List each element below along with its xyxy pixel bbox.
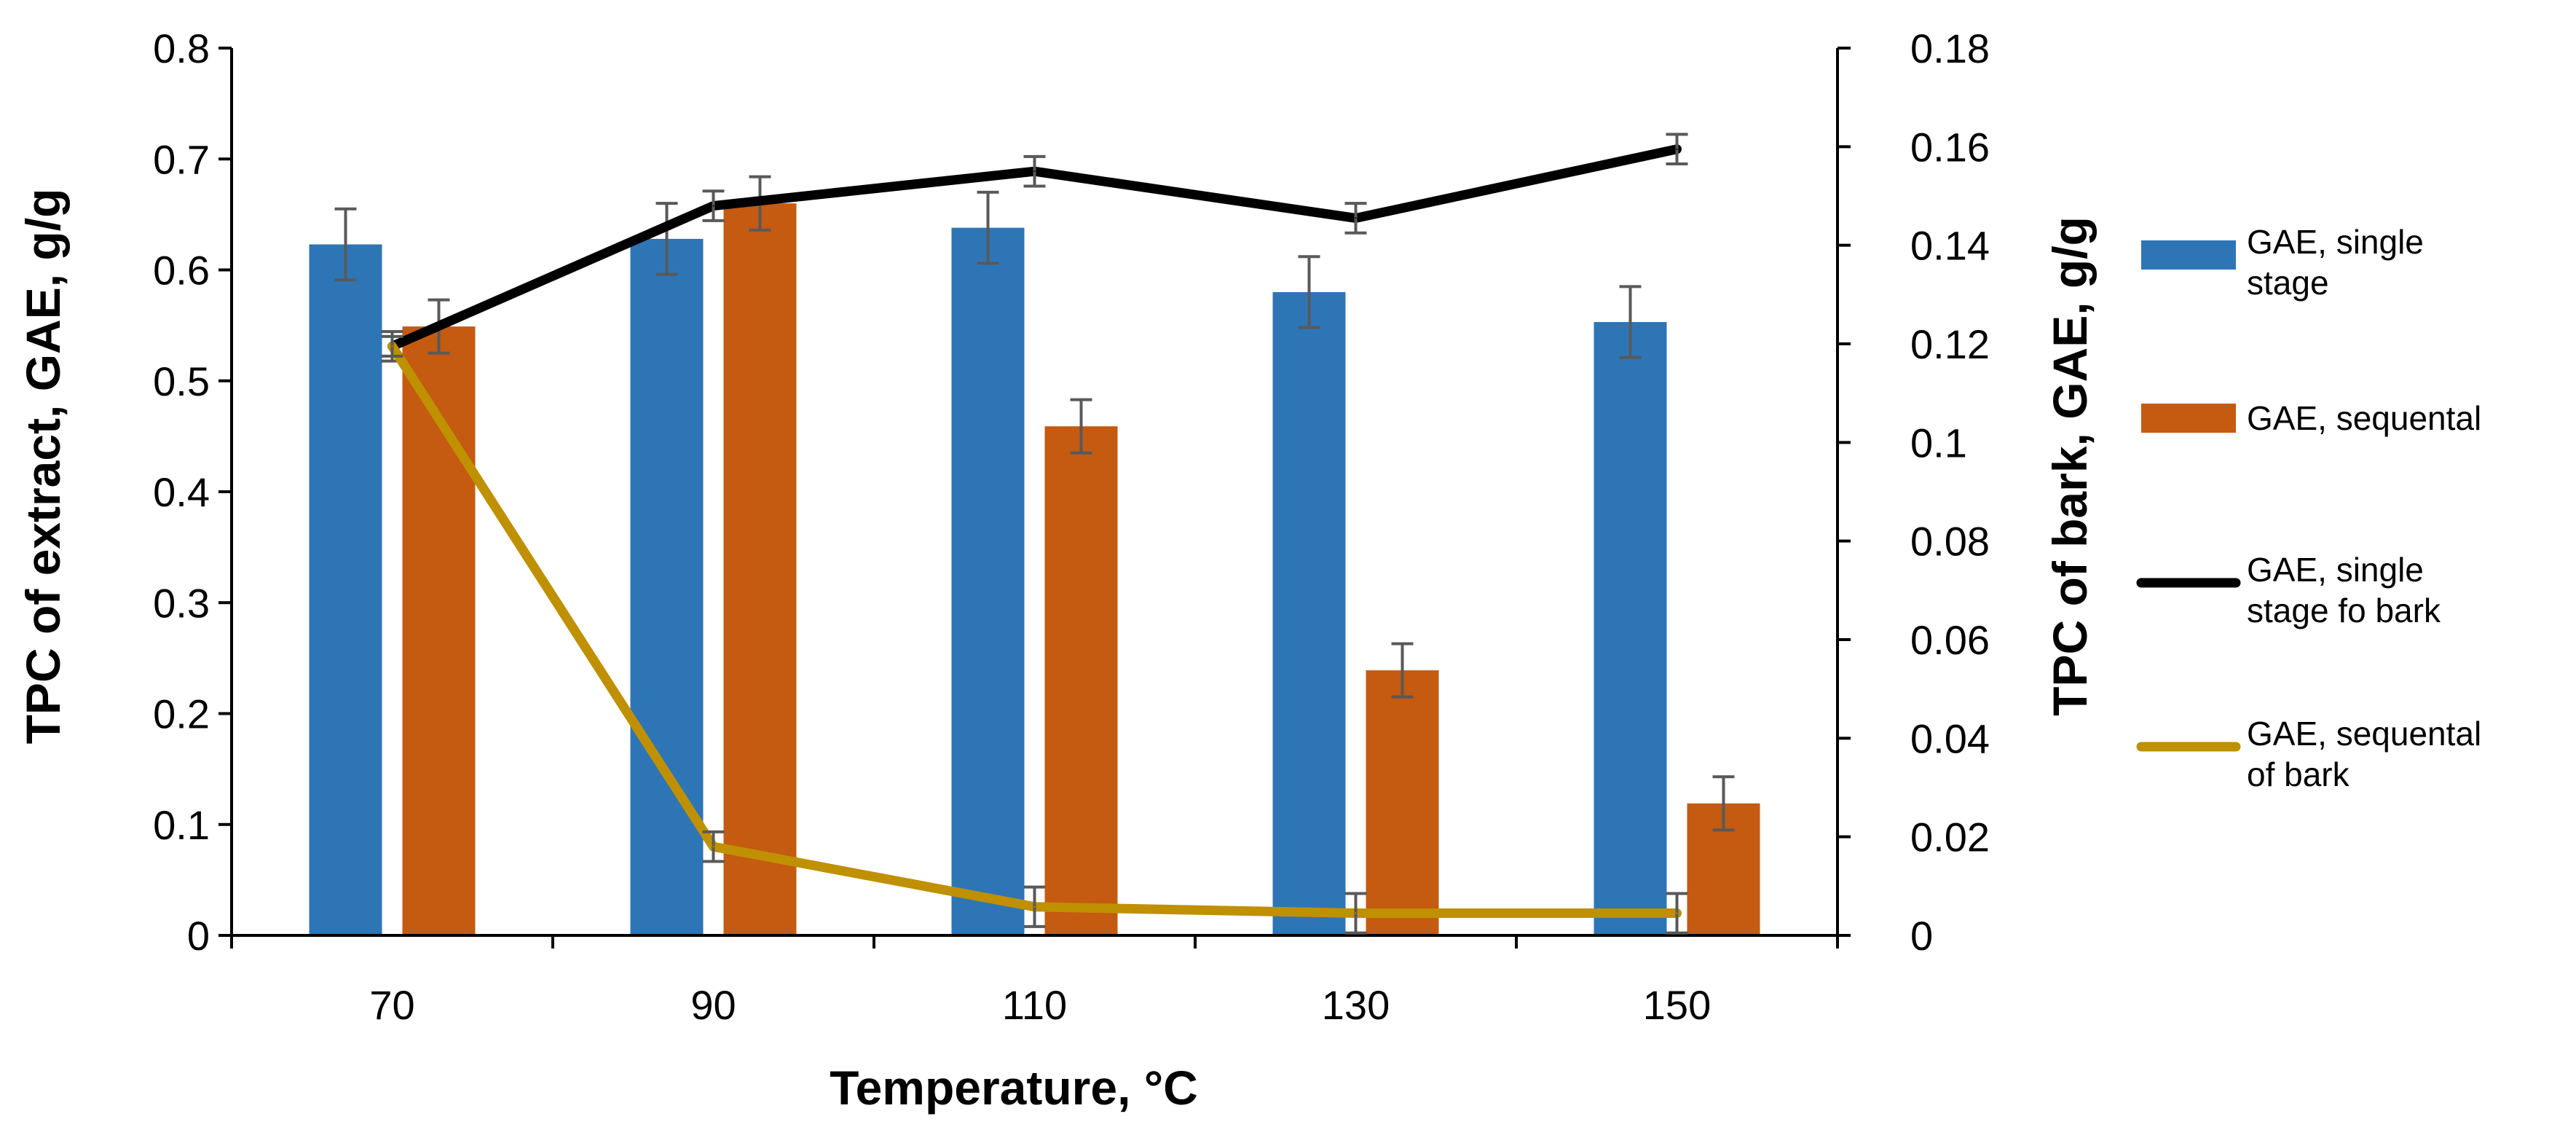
legend-label-line: GAE, sequental bbox=[2247, 715, 2481, 753]
x-tick-label: 150 bbox=[1643, 982, 1711, 1028]
lines-layer bbox=[381, 133, 1688, 935]
legend-label-line: stage bbox=[2247, 264, 2329, 302]
legend-label: GAE, single stage bbox=[2247, 223, 2424, 302]
y-left-tick-label: 0.4 bbox=[153, 469, 210, 515]
y-axis-right-title: TPC of bark, GAE, g/g bbox=[2043, 216, 2097, 716]
y-right-tick-label: 0.12 bbox=[1910, 321, 1990, 367]
bar-gae-single-stage-90 bbox=[630, 238, 704, 935]
tick-labels: 0 0.1 0.2 0.3 0.4 0.5 0.6 0.7 0.8 0 0.02 0.04 0.06 0.… bbox=[153, 25, 1990, 1028]
x-tick-label: 110 bbox=[1002, 982, 1067, 1028]
x-axis-title: Temperature, °C bbox=[830, 1061, 1198, 1115]
y-right-tick-label: 0.08 bbox=[1910, 519, 1990, 565]
point-gae-sequental-of-bark-90 bbox=[712, 846, 714, 848]
y-left-tick-label: 0.5 bbox=[153, 358, 210, 404]
x-tick-label: 130 bbox=[1322, 982, 1390, 1028]
y-right-tick-label: 0.1 bbox=[1910, 420, 1967, 466]
bar-gae-sequental-110 bbox=[1044, 426, 1118, 935]
bar-gae-single-stage-110 bbox=[951, 227, 1025, 935]
bar-gae-single-stage-150 bbox=[1594, 322, 1667, 935]
y-right-tick-label: 0.04 bbox=[1910, 715, 1990, 761]
point-gae-sequental-of-bark-110 bbox=[1033, 906, 1036, 908]
bar-gae-sequental-70 bbox=[402, 326, 476, 936]
y-left-tick-label: 0.1 bbox=[153, 802, 210, 848]
error-bar-gae-single-stage-70 bbox=[334, 207, 357, 282]
y-right-tick-label: 0 bbox=[1910, 913, 1933, 959]
y-right-tick-label: 0.16 bbox=[1910, 124, 1990, 170]
point-gae-single-stage-fo-bark-110 bbox=[1033, 170, 1036, 173]
legend-swatch bbox=[2141, 404, 2236, 433]
legend-item-gae-sequental: GAE, sequental bbox=[2141, 399, 2481, 437]
legend-label: GAE, sequental of bark bbox=[2247, 715, 2481, 793]
x-tick-label: 70 bbox=[369, 982, 414, 1028]
y-left-tick-label: 0 bbox=[187, 913, 210, 959]
y-left-tick-label: 0.3 bbox=[153, 580, 210, 626]
point-gae-sequental-of-bark-150 bbox=[1676, 912, 1678, 914]
error-bar-gae-single-stage-110 bbox=[977, 190, 999, 265]
bar-gae-single-stage-70 bbox=[309, 244, 382, 935]
bars-layer bbox=[309, 175, 1760, 936]
legend-item-gae-sequental-of-bark: GAE, sequental of bark bbox=[2136, 715, 2481, 793]
error-bar-gae-single-stage-150 bbox=[1619, 285, 1642, 359]
point-gae-single-stage-fo-bark-150 bbox=[1676, 148, 1678, 150]
y-right-tick-label: 0.02 bbox=[1910, 814, 1990, 860]
legend-label-line: GAE, single bbox=[2247, 223, 2424, 261]
y-left-tick-label: 0.2 bbox=[153, 691, 210, 737]
legend-item-gae-single-stage-fo-bark: GAE, single stage fo bark bbox=[2136, 551, 2441, 629]
y-right-tick-label: 0.14 bbox=[1910, 223, 1990, 269]
y-left-tick-label: 0.7 bbox=[153, 136, 210, 182]
y-axis-left-title: TPC of extract, GAE, g/g bbox=[16, 189, 70, 745]
axes-layer bbox=[218, 47, 1851, 949]
legend-item-gae-single-stage: GAE, single stage bbox=[2141, 223, 2424, 302]
bar-gae-sequental-90 bbox=[723, 203, 797, 935]
point-gae-sequental-of-bark-130 bbox=[1355, 912, 1357, 914]
y-right-tick-label: 0.18 bbox=[1910, 25, 1990, 71]
y-left-tick-label: 0.8 bbox=[153, 25, 210, 71]
legend-label-line: of bark bbox=[2247, 755, 2350, 793]
error-bar-gae-single-stage-90 bbox=[655, 202, 678, 276]
bar-gae-sequental-130 bbox=[1366, 670, 1439, 935]
point-gae-single-stage-fo-bark-90 bbox=[712, 205, 714, 207]
legend-swatch bbox=[2141, 240, 2236, 270]
bar-gae-single-stage-130 bbox=[1272, 291, 1346, 935]
legend-label: GAE, single stage fo bark bbox=[2247, 551, 2441, 629]
line-gae-sequental-of-bark bbox=[387, 341, 1682, 919]
error-bar-gae-sequental-130 bbox=[1391, 642, 1414, 699]
error-bar-gae-sequental-150 bbox=[1712, 775, 1735, 832]
error-bar-gae-single-stage-130 bbox=[1298, 255, 1320, 329]
legend-label-line: stage fo bark bbox=[2247, 592, 2441, 629]
legend-label-line: GAE, single bbox=[2247, 551, 2424, 589]
error-bar-gae-sequental-110 bbox=[1070, 398, 1092, 455]
point-gae-sequental-of-bark-70 bbox=[391, 345, 393, 347]
y-left-tick-label: 0.6 bbox=[153, 248, 210, 294]
point-gae-single-stage-fo-bark-130 bbox=[1355, 217, 1357, 219]
y-right-tick-label: 0.06 bbox=[1910, 617, 1990, 663]
legend-label: GAE, sequental bbox=[2247, 399, 2481, 437]
x-tick-label: 90 bbox=[690, 982, 736, 1028]
